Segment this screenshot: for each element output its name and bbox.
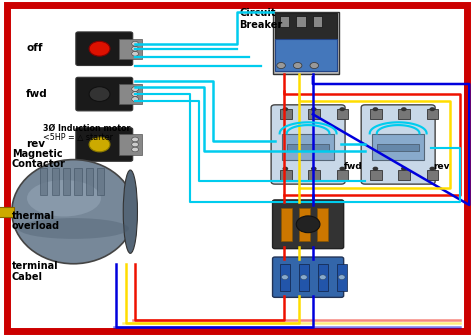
- Bar: [118, 134, 142, 155]
- FancyBboxPatch shape: [273, 257, 344, 297]
- Circle shape: [310, 62, 319, 69]
- Bar: [427, 170, 438, 180]
- Text: fwd: fwd: [344, 162, 363, 171]
- Ellipse shape: [27, 180, 101, 216]
- Text: Cabel: Cabel: [12, 271, 43, 282]
- Bar: [0, 207, 14, 217]
- FancyBboxPatch shape: [271, 105, 345, 184]
- Circle shape: [296, 216, 320, 233]
- Circle shape: [283, 107, 288, 111]
- Bar: [63, 168, 70, 195]
- Circle shape: [319, 275, 326, 280]
- Bar: [337, 264, 347, 291]
- Bar: [299, 264, 309, 291]
- Bar: [280, 264, 290, 291]
- Bar: [317, 208, 328, 241]
- Circle shape: [373, 167, 378, 171]
- Bar: [86, 168, 93, 195]
- Circle shape: [339, 167, 345, 171]
- Circle shape: [311, 167, 317, 171]
- Circle shape: [401, 107, 407, 111]
- Circle shape: [293, 62, 302, 69]
- FancyBboxPatch shape: [76, 32, 133, 66]
- Bar: [377, 144, 419, 151]
- Bar: [275, 40, 337, 71]
- Text: thermal: thermal: [12, 211, 55, 221]
- Circle shape: [132, 41, 138, 46]
- Circle shape: [132, 46, 138, 51]
- Bar: [287, 144, 329, 151]
- Bar: [337, 170, 348, 180]
- Text: terminal: terminal: [12, 261, 58, 271]
- Bar: [318, 264, 328, 291]
- Bar: [337, 109, 348, 119]
- FancyBboxPatch shape: [76, 77, 133, 111]
- Circle shape: [132, 142, 138, 147]
- Circle shape: [132, 97, 138, 101]
- Text: overload: overload: [12, 221, 60, 231]
- Circle shape: [339, 107, 345, 111]
- Text: Magnetic: Magnetic: [12, 149, 63, 159]
- Circle shape: [283, 167, 288, 171]
- Circle shape: [301, 275, 307, 280]
- Bar: [118, 84, 142, 104]
- Circle shape: [132, 137, 138, 142]
- Bar: [372, 134, 424, 160]
- Bar: [313, 16, 322, 27]
- Bar: [275, 13, 337, 40]
- Text: <5HP = △ starter: <5HP = △ starter: [43, 133, 113, 142]
- Bar: [308, 170, 320, 180]
- Bar: [280, 109, 292, 119]
- Bar: [281, 208, 292, 241]
- FancyBboxPatch shape: [273, 200, 344, 249]
- Bar: [296, 16, 306, 27]
- Circle shape: [132, 51, 138, 56]
- Circle shape: [89, 41, 110, 56]
- Text: rev: rev: [26, 139, 45, 149]
- Bar: [280, 170, 292, 180]
- Circle shape: [132, 147, 138, 152]
- Text: fwd: fwd: [26, 89, 48, 99]
- Bar: [370, 109, 382, 119]
- Ellipse shape: [123, 170, 137, 253]
- Bar: [282, 134, 334, 160]
- Circle shape: [311, 107, 317, 111]
- Ellipse shape: [12, 160, 135, 264]
- Circle shape: [89, 137, 110, 152]
- Circle shape: [338, 275, 345, 280]
- Bar: [280, 16, 289, 27]
- Bar: [97, 168, 104, 195]
- Circle shape: [429, 107, 435, 111]
- Ellipse shape: [18, 218, 129, 239]
- Text: Contactor: Contactor: [12, 159, 66, 169]
- Bar: [273, 12, 339, 74]
- Bar: [118, 39, 142, 59]
- FancyBboxPatch shape: [361, 105, 435, 184]
- Bar: [370, 170, 382, 180]
- Bar: [299, 208, 310, 241]
- Circle shape: [132, 87, 138, 91]
- Bar: [308, 109, 320, 119]
- Circle shape: [89, 87, 110, 101]
- Bar: [52, 168, 59, 195]
- Circle shape: [277, 62, 285, 69]
- Circle shape: [282, 275, 288, 280]
- Text: 3Ø Induction motor: 3Ø Induction motor: [43, 123, 130, 132]
- Text: Breaker: Breaker: [239, 19, 283, 30]
- Circle shape: [429, 167, 435, 171]
- Bar: [40, 168, 47, 195]
- FancyBboxPatch shape: [76, 128, 133, 161]
- Text: off: off: [26, 43, 43, 53]
- Bar: [427, 109, 438, 119]
- Bar: [398, 170, 410, 180]
- Circle shape: [401, 167, 407, 171]
- Circle shape: [373, 107, 378, 111]
- Text: rev: rev: [434, 162, 450, 171]
- Circle shape: [132, 92, 138, 96]
- Text: Circuit: Circuit: [239, 8, 276, 18]
- Bar: [398, 109, 410, 119]
- Bar: [74, 168, 82, 195]
